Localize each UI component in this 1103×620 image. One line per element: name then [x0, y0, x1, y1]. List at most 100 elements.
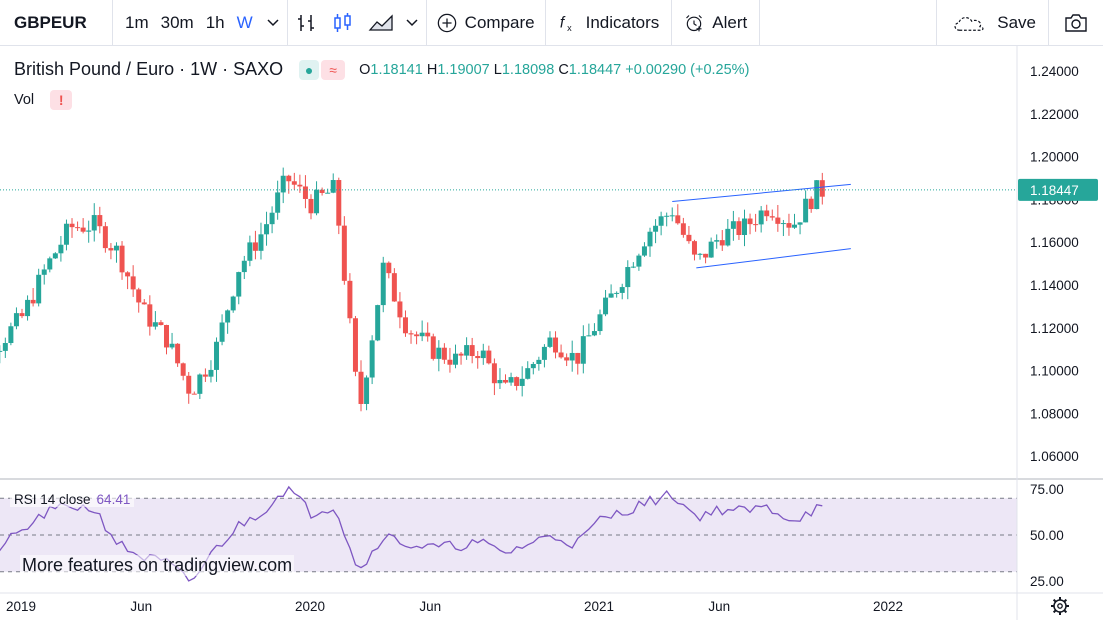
interval-w-button[interactable]: W	[236, 12, 253, 32]
candle-body	[97, 215, 103, 227]
candle-body	[664, 215, 670, 217]
candle-style-button[interactable]	[326, 0, 360, 46]
candle-body	[541, 346, 547, 360]
compare-button[interactable]: Compare	[427, 0, 545, 46]
symbol-search-button[interactable]: GBPEUR	[14, 12, 87, 32]
low-value: 1.18098	[501, 61, 555, 78]
candle-body	[764, 210, 770, 217]
candle-body	[714, 240, 720, 242]
candle-body	[625, 267, 631, 288]
channel-trendline	[672, 183, 851, 203]
candle-body	[63, 223, 69, 245]
camera-icon	[1065, 13, 1087, 32]
candle-body	[0, 350, 3, 352]
interval-dropdown-button[interactable]	[259, 0, 287, 46]
alarm-clock-icon	[686, 14, 703, 31]
indicators-label: Indicators	[585, 12, 660, 32]
candle-body	[269, 212, 275, 225]
interval-1m-button[interactable]: 1m	[125, 12, 149, 32]
watermark-text[interactable]: More features on tradingview.com	[20, 555, 295, 576]
candle-body	[241, 260, 247, 273]
data-delay-badge[interactable]: ≈	[321, 59, 346, 80]
save-button[interactable]: Save	[937, 0, 1048, 46]
candle-body	[175, 343, 181, 364]
candle-body	[119, 245, 125, 273]
candle-body	[458, 353, 464, 356]
candle-body	[308, 198, 314, 214]
candle-body	[341, 225, 347, 281]
candle-body	[163, 325, 169, 348]
price-tick-label: 1.14000	[1030, 278, 1079, 293]
candle-body	[197, 374, 203, 394]
high-label: H	[426, 61, 438, 78]
candle-body	[580, 336, 586, 364]
candle-body	[719, 240, 725, 246]
bar-style-button[interactable]	[288, 0, 326, 46]
time-tick-label: 2020	[295, 599, 325, 614]
candle-body	[286, 175, 292, 182]
market-open-badge[interactable]: ●	[299, 59, 320, 80]
candle-body	[569, 352, 575, 361]
chevron-down-icon	[267, 18, 279, 26]
candle-body	[247, 242, 253, 261]
candle-body	[697, 253, 703, 255]
candle-body	[780, 223, 786, 225]
candle-body	[347, 280, 353, 319]
candle-body	[25, 299, 31, 317]
toolbar-divider	[544, 0, 546, 46]
price-tick-label: 1.12000	[1030, 321, 1079, 336]
snapshot-button[interactable]	[1049, 0, 1103, 46]
candle-body	[319, 189, 325, 193]
candle-body	[236, 272, 242, 297]
plus-circle-icon	[437, 13, 456, 32]
candle-body	[808, 198, 814, 210]
candle-body	[19, 313, 25, 317]
candle-body	[758, 210, 764, 225]
gear-tooth	[1063, 598, 1068, 603]
interval-1h-button[interactable]: 1h	[205, 12, 225, 32]
candle-body	[136, 289, 142, 303]
alert-button[interactable]: Alert	[672, 0, 759, 46]
candle-body	[8, 326, 14, 344]
compare-label: Compare	[464, 12, 535, 32]
candle-body	[208, 369, 214, 377]
candle-body	[792, 224, 798, 228]
candle-body	[691, 241, 697, 255]
open-value: 1.18141	[370, 61, 423, 78]
toolbar-divider	[759, 0, 761, 46]
candle-body	[408, 333, 414, 335]
candle-body	[636, 255, 642, 267]
candle-body	[30, 299, 36, 304]
candle-body	[130, 276, 136, 290]
candle-body	[730, 221, 736, 229]
candle-body	[264, 224, 270, 235]
volume-warning-badge[interactable]: !	[50, 90, 73, 110]
price-tick-label: 1.08000	[1030, 406, 1079, 421]
candle-body	[358, 371, 364, 404]
candle-body	[491, 363, 497, 384]
candle-body	[113, 245, 119, 251]
candle-body	[386, 262, 392, 274]
price-tick-label: 1.22000	[1030, 107, 1079, 122]
chart-type-dropdown-button[interactable]	[398, 0, 426, 46]
low-label: L	[493, 61, 502, 78]
gear-tooth	[1052, 598, 1057, 603]
candle-body	[414, 334, 420, 337]
candle-body	[36, 274, 42, 304]
interval-30m-button[interactable]: 30m	[160, 12, 194, 32]
alert-label: Alert	[712, 12, 748, 32]
candle-body	[586, 335, 592, 337]
volume-legend: Vol !	[14, 90, 73, 110]
candle-body	[125, 272, 131, 277]
candle-body	[330, 180, 336, 193]
area-style-button[interactable]	[360, 0, 398, 46]
candle-body	[69, 223, 75, 228]
price-tick-label: 1.20000	[1030, 150, 1079, 165]
settings-gear-icon[interactable]	[1051, 597, 1069, 615]
candle-body	[647, 231, 653, 247]
candle-body	[736, 221, 742, 235]
